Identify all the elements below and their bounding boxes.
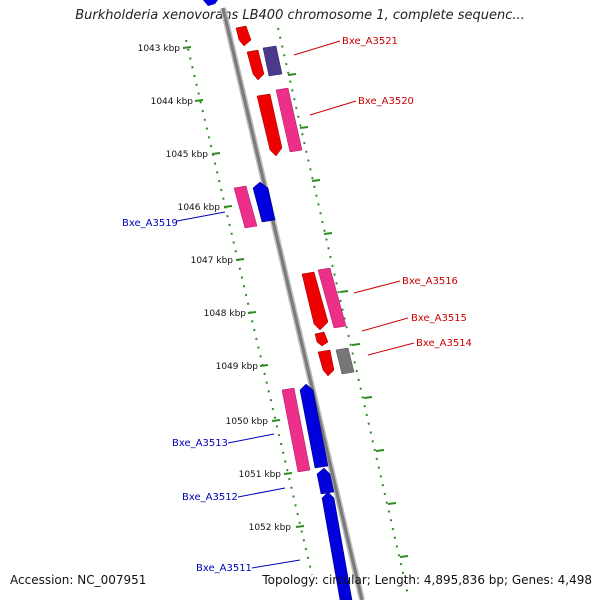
tick-label: 1047 kbp (191, 256, 234, 266)
right-scale-ticks (287, 73, 409, 558)
features[interactable] (203, 0, 355, 600)
gene-feature-a3513[interactable] (281, 387, 311, 473)
gene-label-a3511[interactable]: Bxe_A3511 (196, 563, 252, 574)
gene-feature-a3515[interactable] (301, 271, 329, 331)
tick-labels: 1043 kbp 1044 kbp 1045 kbp 1046 kbp 1047… (138, 44, 292, 533)
tick-label: 1049 kbp (216, 362, 259, 372)
accession-text: Accession: NC_007951 (10, 573, 147, 587)
sequence-title: Burkholderia xenovorans LB400 chromosome… (75, 8, 525, 23)
tick-label: 1044 kbp (151, 97, 194, 107)
gene-label-a3520[interactable]: Bxe_A3520 (358, 96, 414, 107)
gene-label-a3521[interactable]: Bxe_A3521 (342, 36, 398, 47)
tick-label: 1043 kbp (138, 44, 181, 54)
gene-label-a3512[interactable]: Bxe_A3512 (182, 492, 238, 503)
tick-label: 1048 kbp (204, 309, 247, 319)
tick-label: 1045 kbp (166, 150, 209, 160)
gene-feature-a3521[interactable] (246, 49, 265, 81)
gene-label-a3513[interactable]: Bxe_A3513 (172, 438, 228, 449)
left-scale-track (185, 39, 313, 576)
gene-feature-a3516[interactable] (317, 267, 347, 329)
gene-feature[interactable] (235, 25, 252, 47)
tick-label: 1050 kbp (226, 417, 269, 427)
gene-label-a3516[interactable]: Bxe_A3516 (402, 276, 458, 287)
gene-feature-a3520[interactable] (275, 87, 303, 153)
gene-feature-a3514[interactable] (335, 347, 355, 375)
gene-label-a3514[interactable]: Bxe_A3514 (416, 338, 472, 349)
tick-label: 1046 kbp (178, 203, 221, 213)
tick-label: 1051 kbp (239, 470, 282, 480)
gene-feature[interactable] (314, 331, 329, 347)
gene-feature[interactable] (203, 0, 218, 6)
gene-label-a3515[interactable]: Bxe_A3515 (411, 313, 467, 324)
label-leaders (176, 40, 415, 569)
topology-text: Topology: circular; Length: 4,895,836 bp… (262, 573, 592, 587)
gene-feature[interactable] (256, 93, 283, 157)
tick-label: 1052 kbp (249, 523, 292, 533)
gene-feature-a3511[interactable] (321, 491, 353, 600)
gene-feature[interactable] (317, 349, 335, 377)
gene-feature[interactable] (299, 383, 329, 469)
gene-feature-a3519[interactable] (233, 185, 258, 229)
gene-feature[interactable] (262, 45, 283, 77)
gene-feature[interactable] (252, 181, 276, 223)
gene-feature-a3512[interactable] (316, 467, 335, 495)
left-scale-ticks (182, 46, 305, 528)
gene-label-a3519[interactable]: Bxe_A3519 (122, 218, 178, 229)
chromosome-line (221, 7, 364, 600)
